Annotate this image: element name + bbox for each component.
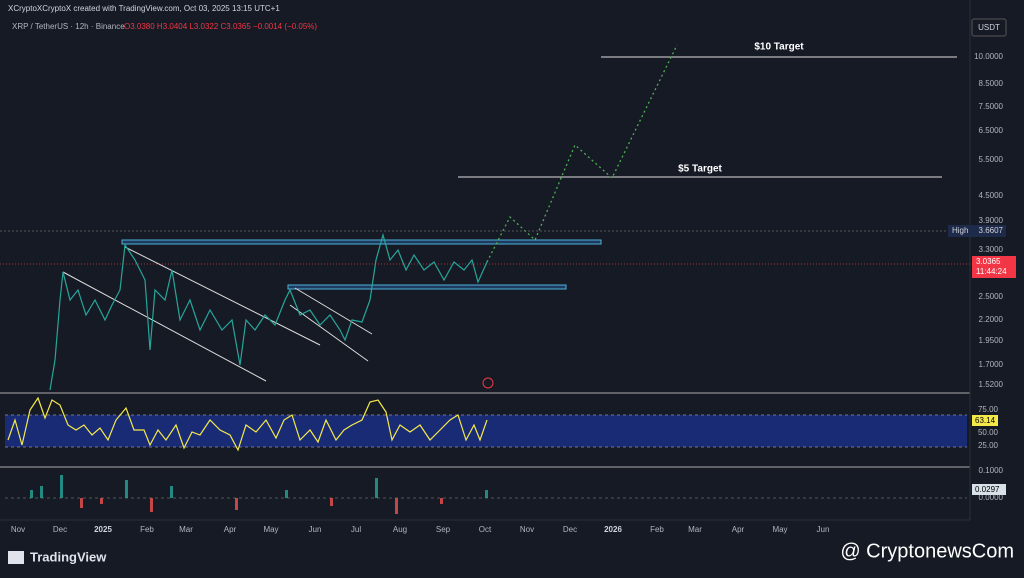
- macd-bar: [375, 478, 378, 498]
- author-line: XCryptoXCryptoX created with TradingView…: [8, 4, 280, 13]
- macd-bar: [60, 475, 63, 498]
- time-label: Apr: [224, 525, 237, 534]
- rsi-label: 25.00: [978, 441, 999, 450]
- macd-bar: [30, 490, 33, 498]
- rsi-value: 63.14: [975, 416, 996, 425]
- macd-bar: [285, 490, 288, 498]
- brand: TradingView: [30, 549, 107, 564]
- time-label: Nov: [11, 525, 25, 534]
- price-label: 5.5000: [979, 155, 1004, 164]
- time-label: Mar: [688, 525, 702, 534]
- time-label: Aug: [393, 525, 407, 534]
- price-label: 2.2000: [979, 315, 1004, 324]
- time-label: Jun: [309, 525, 322, 534]
- macd-bar: [330, 498, 333, 506]
- channel-line: [289, 304, 369, 362]
- target-label: $10 Target: [754, 42, 804, 53]
- last-price-box: [972, 256, 1016, 278]
- macd-bar: [395, 498, 398, 514]
- macd-value: 0.0297: [975, 485, 1000, 494]
- last-price: 3.0365: [976, 257, 1001, 266]
- price-label: 4.5000: [979, 191, 1004, 200]
- rsi-line: [7, 396, 488, 452]
- price-label: 8.5000: [979, 79, 1004, 88]
- macd-bar: [100, 498, 103, 504]
- high-label: High: [952, 226, 968, 235]
- price-label: 3.3000: [979, 245, 1004, 254]
- currency-box[interactable]: [971, 18, 1007, 37]
- channel-line: [124, 246, 321, 346]
- macd-bar: [440, 498, 443, 504]
- macd-value-box: [972, 484, 1006, 495]
- macd-label: 0.1000: [979, 466, 1004, 475]
- price-label: 1.5200: [979, 380, 1004, 389]
- time-label: 2026: [604, 525, 622, 534]
- time-label: Dec: [53, 525, 67, 534]
- price-label: 10.0000: [974, 52, 1003, 61]
- currency[interactable]: USDT: [978, 23, 1000, 32]
- watermark: @ CryptonewsCom: [840, 540, 1014, 562]
- rsi-value-box: [972, 415, 998, 426]
- forecast-path: [486, 44, 678, 263]
- time-label: Apr: [732, 525, 745, 534]
- macd-bar: [80, 498, 83, 508]
- countdown: 11:44:24: [976, 267, 1007, 276]
- time-label: Jul: [351, 525, 361, 534]
- symbol: XRP / TetherUS · 12h · Binance: [12, 22, 125, 31]
- time-label: Feb: [140, 525, 154, 534]
- high-box: [948, 225, 1006, 237]
- macd-bar: [170, 486, 173, 498]
- time-label: Dec: [563, 525, 577, 534]
- resistance-zone: [121, 239, 602, 245]
- time-label: 2025: [94, 525, 112, 534]
- macd-bar: [235, 498, 238, 510]
- target-label: $5 Target: [678, 164, 722, 175]
- price-label: 2.5000: [979, 292, 1004, 301]
- price-label: 1.7000: [979, 360, 1004, 369]
- ohlc: O3.0380 H3.0404 L3.0322 C3.0365 −0.0014 …: [124, 22, 317, 31]
- time-label: May: [263, 525, 278, 534]
- event-icon[interactable]: [482, 377, 494, 389]
- time-label: Sep: [436, 525, 451, 534]
- macd-bar: [125, 480, 128, 498]
- channel-line: [294, 287, 373, 335]
- time-label: Oct: [479, 525, 492, 534]
- time-label: Jun: [817, 525, 830, 534]
- time-label: Nov: [520, 525, 534, 534]
- price-line: [49, 232, 488, 391]
- high-value: 3.6607: [979, 226, 1004, 235]
- macd-label: 0.0000: [979, 493, 1004, 502]
- support-zone: [287, 284, 567, 290]
- macd-bar: [485, 490, 488, 498]
- price-label: 1.9500: [979, 336, 1004, 345]
- price-label: 3.9000: [979, 216, 1004, 225]
- rsi-label: 50.00: [978, 428, 999, 437]
- rsi-label: 75.00: [978, 405, 999, 414]
- time-label: Mar: [179, 525, 193, 534]
- brand-logo: [8, 551, 24, 564]
- channel-line: [62, 271, 267, 382]
- macd-bar: [40, 486, 43, 498]
- rsi-band: [5, 415, 967, 447]
- price-label: 6.5000: [979, 126, 1004, 135]
- price-label: 7.5000: [979, 102, 1004, 111]
- macd-bar: [150, 498, 153, 512]
- time-label: May: [772, 525, 787, 534]
- time-label: Feb: [650, 525, 664, 534]
